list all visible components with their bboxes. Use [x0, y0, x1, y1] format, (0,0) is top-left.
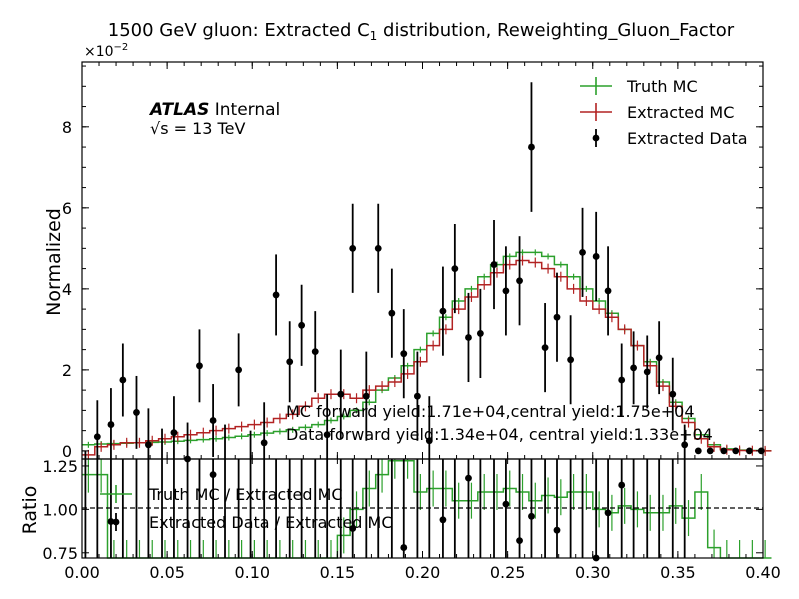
data-point	[235, 366, 243, 374]
data-point	[209, 417, 217, 424]
data-point	[451, 265, 459, 273]
ratio-data-point	[209, 471, 217, 479]
data-point	[272, 291, 280, 299]
data-point	[388, 309, 396, 317]
y-tick-label: 6	[62, 199, 72, 218]
data-point	[311, 348, 319, 356]
legend-bottom: Truth MC / Extracted MC Extracted Data / …	[100, 485, 393, 532]
data-point	[439, 307, 447, 315]
data-point	[541, 344, 549, 351]
ratio-data-point	[502, 500, 510, 508]
data-point	[720, 447, 728, 455]
data-yield-annotation: Data forward yield:1.34e+04, central yie…	[286, 425, 713, 444]
ratio-y-tick-label: 1.25	[42, 457, 78, 476]
mc-yield-annotation: MC forward yield:1.71e+04,central yield:…	[286, 402, 695, 421]
data-point	[694, 447, 702, 455]
legend-point-marker	[592, 134, 600, 142]
data-point	[502, 287, 510, 295]
data-point	[553, 313, 561, 321]
data-point	[630, 364, 638, 372]
data-point	[196, 362, 203, 370]
data-point	[298, 321, 306, 329]
data-point	[337, 390, 345, 398]
ratio-data-point	[400, 544, 408, 551]
main-plot-panel: 0 2 4 6 8	[62, 61, 772, 463]
data-point	[592, 253, 600, 260]
ratio-data-point	[107, 518, 115, 525]
legend-label: Extracted Data / Extracted MC	[149, 513, 393, 532]
y-tick-label: 8	[62, 118, 72, 137]
data-point	[618, 376, 626, 384]
data-point	[119, 376, 127, 384]
legend-label: Truth MC	[626, 77, 698, 96]
energy-label: √s = 13 TeV	[150, 119, 245, 138]
data-point	[260, 439, 268, 447]
data-point	[655, 354, 663, 362]
x-tick-label: 0.25	[490, 563, 526, 582]
data-point	[681, 441, 689, 449]
data-point	[144, 441, 152, 449]
ratio-data-point	[553, 526, 561, 534]
y-axis-label-bottom: Ratio	[19, 486, 41, 535]
x-tick-label: 0.35	[660, 563, 696, 582]
data-point	[465, 334, 472, 341]
legend-label: Extracted Data	[627, 129, 748, 148]
data-point	[604, 287, 612, 295]
legend-top: Truth MC Extracted MC Extracted Data	[580, 77, 748, 148]
x-tick-label: 0.10	[234, 563, 270, 582]
data-point	[745, 447, 753, 455]
data-point	[528, 143, 535, 151]
y-tick-label: 4	[62, 280, 72, 299]
ratio-data-point	[349, 525, 357, 532]
x-tick-label: 0.15	[320, 563, 356, 582]
y-tick-label: 2	[62, 361, 72, 380]
data-point	[732, 447, 740, 455]
data-point	[374, 244, 382, 252]
data-point	[133, 409, 140, 416]
ratio-data-point	[465, 474, 472, 482]
ratio-y-tick-label: 1.00	[42, 500, 78, 519]
y-tick-label: 0	[62, 442, 72, 461]
data-point	[286, 358, 294, 366]
ratio-data-point	[604, 509, 612, 517]
ratio-data-point	[528, 512, 535, 520]
y-exponent: ×10−2	[84, 42, 128, 60]
legend-point-marker	[112, 518, 120, 526]
data-point	[476, 330, 484, 337]
data-point	[349, 244, 357, 252]
ratio-data-point	[439, 516, 447, 524]
data-point	[425, 437, 433, 445]
data-point	[490, 261, 498, 268]
data-point	[323, 431, 331, 439]
y-axis-label-top: Normalized	[43, 208, 65, 316]
data-point	[362, 392, 370, 400]
data-point	[170, 429, 178, 437]
x-tick-label: 0.00	[64, 563, 100, 582]
data-point	[579, 248, 586, 256]
data-point	[413, 392, 421, 400]
data-point	[400, 350, 408, 358]
data-point	[516, 277, 523, 285]
ratio-data-point	[516, 537, 523, 545]
x-tick-label: 0.30	[575, 563, 611, 582]
data-point	[669, 390, 677, 398]
atlas-label: ATLAS Internal	[148, 100, 280, 120]
x-tick-label: 0.20	[405, 563, 441, 582]
data-point	[706, 447, 714, 455]
data-point	[643, 368, 651, 376]
ratio-data-point	[618, 481, 626, 489]
data-point	[93, 433, 101, 441]
chart-title: 1500 GeV gluon: Extracted C1 distributio…	[108, 20, 735, 43]
x-tick-label: 0.40	[745, 563, 781, 582]
legend-label: Truth MC / Extracted MC	[148, 485, 343, 504]
data-point	[567, 356, 575, 364]
x-tick-label: 0.05	[149, 563, 185, 582]
legend-label: Extracted MC	[627, 103, 734, 122]
ratio-y-tick-label: 0.75	[42, 544, 78, 563]
ratio-plot-panel: 0.00 0.05 0.10 0.15 0.20 0.25 0.30 0.35 0.40 0.75…	[42, 457, 780, 582]
data-point	[107, 421, 115, 428]
